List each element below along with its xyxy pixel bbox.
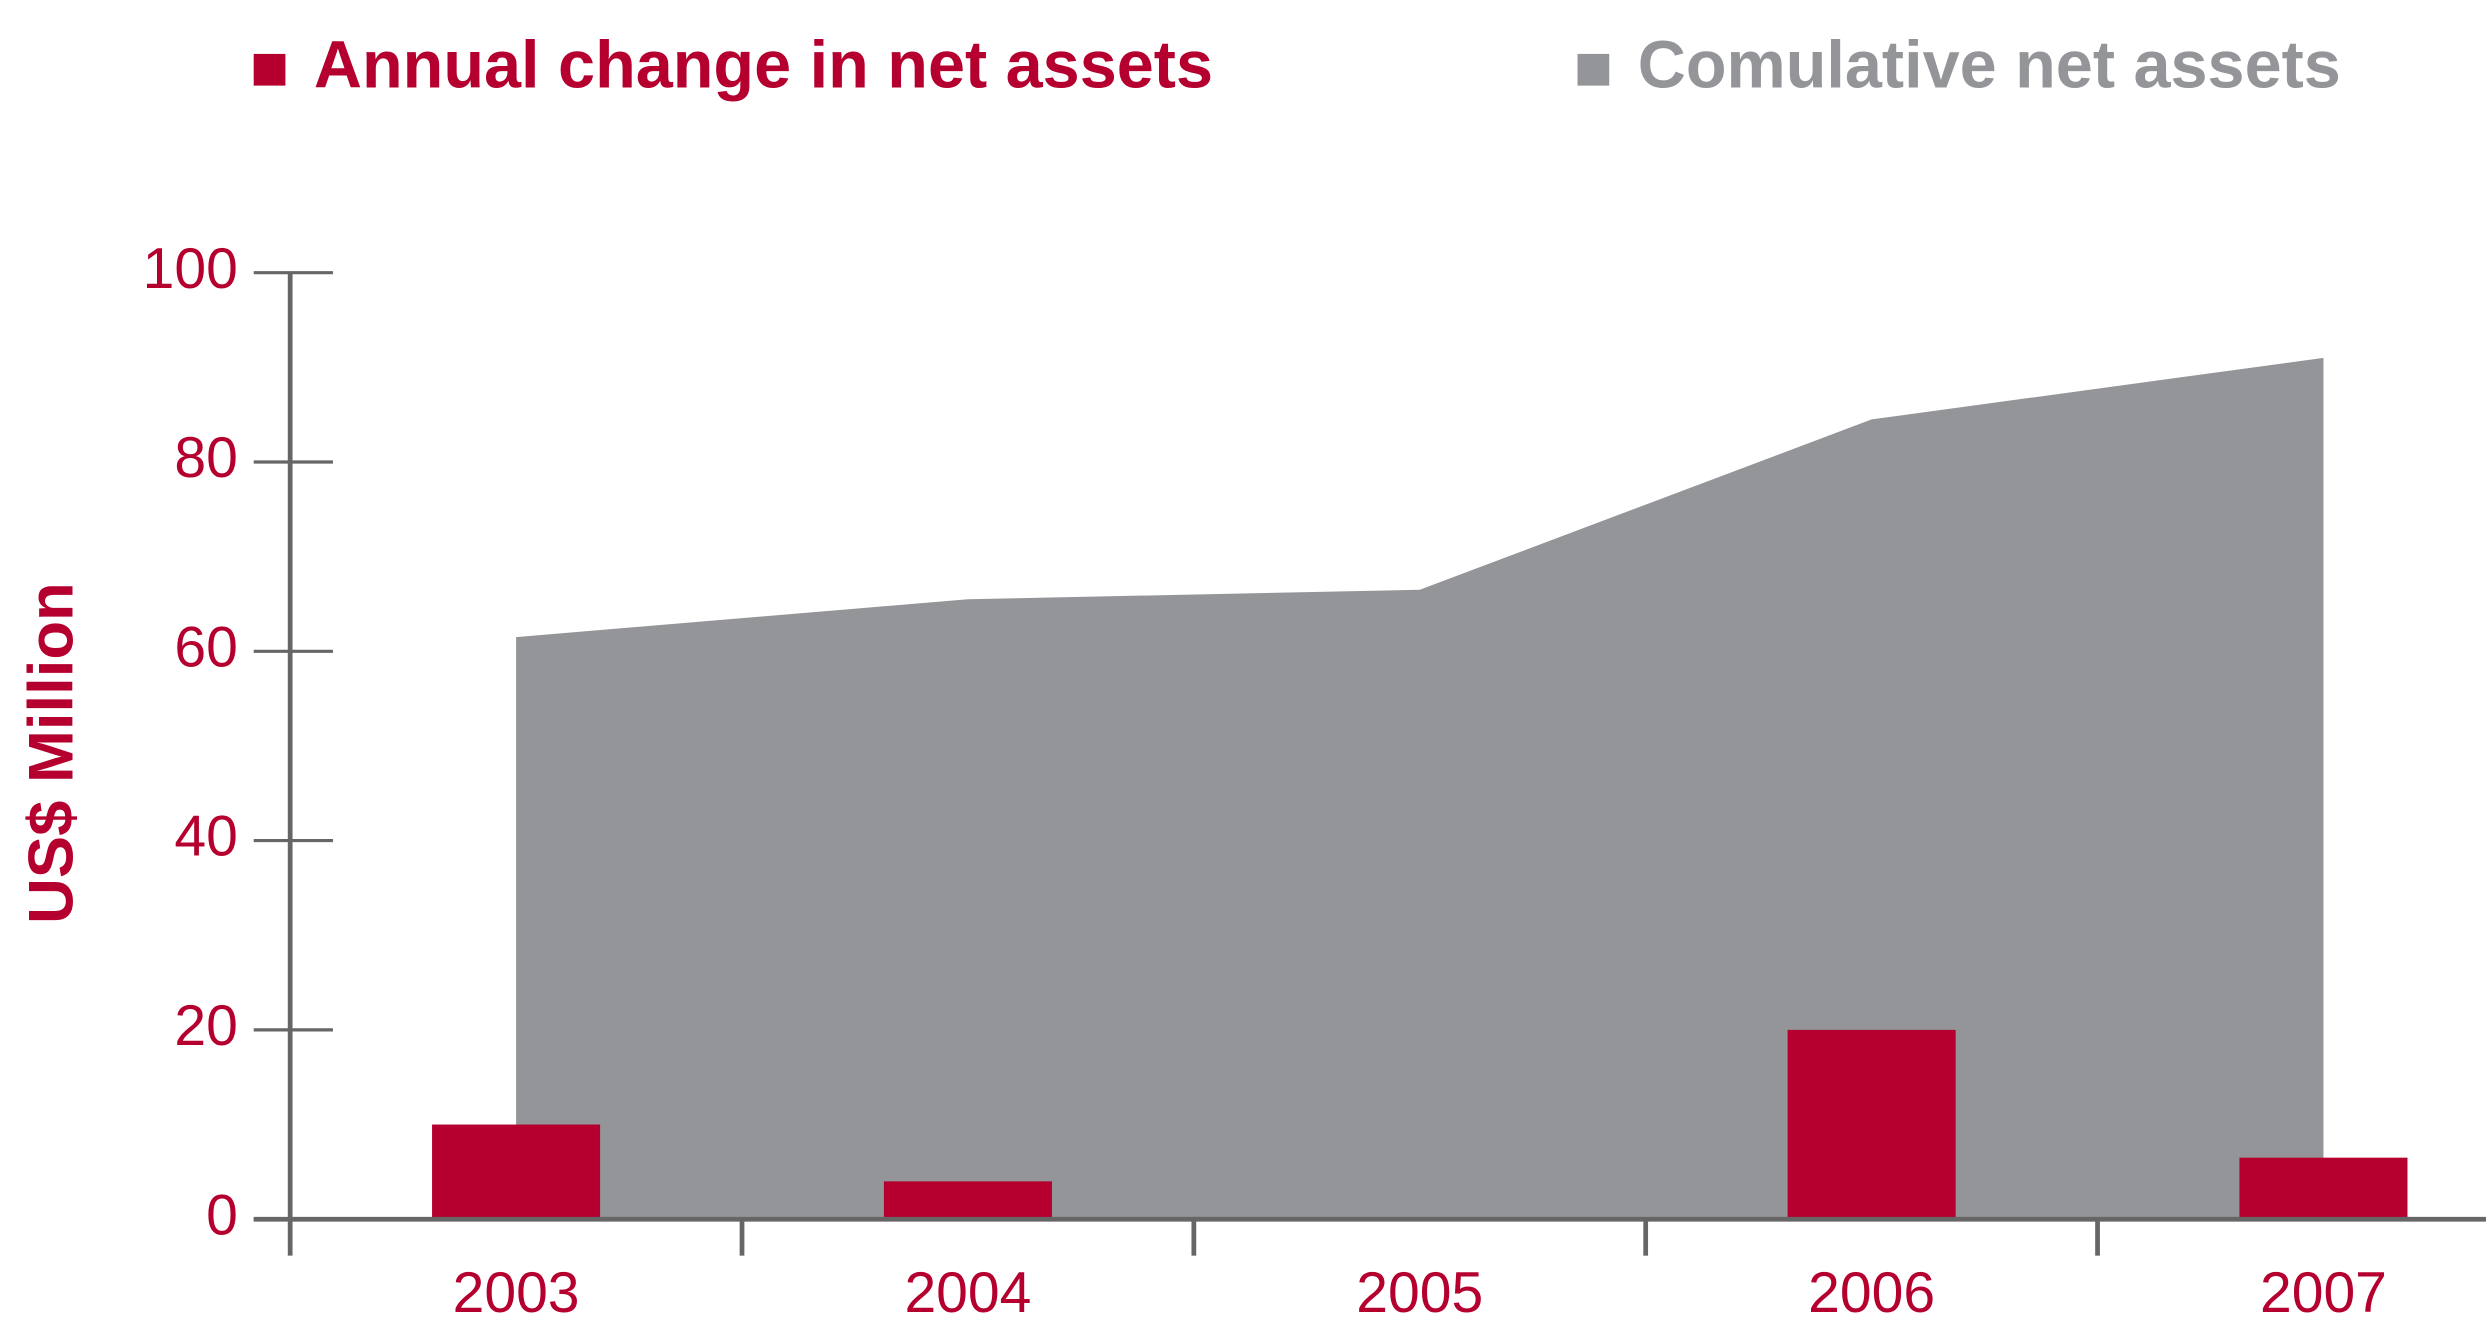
y-axis-label: US$ Million: [16, 582, 86, 924]
x-tick-label: 2003: [453, 1261, 580, 1325]
bar: [1787, 1029, 1956, 1220]
x-tick-label: 2006: [1808, 1261, 1935, 1325]
y-tick-label: 40: [174, 805, 237, 869]
legend-swatch: [253, 53, 286, 86]
y-tick-label: 100: [143, 237, 238, 301]
bar: [2239, 1157, 2408, 1220]
x-tick-label: 2007: [2260, 1261, 2387, 1325]
x-tick-label: 2005: [1356, 1261, 1483, 1325]
legend-swatch: [1577, 53, 1610, 86]
legend-label: Comulative net assets: [1638, 28, 2341, 102]
y-tick-label: 20: [174, 994, 237, 1058]
legend-label: Annual change in net assets: [314, 28, 1213, 102]
bar: [883, 1181, 1052, 1220]
x-tick-label: 2004: [904, 1261, 1031, 1325]
y-tick-label: 60: [174, 615, 237, 679]
bar: [432, 1124, 601, 1220]
area: [516, 357, 2324, 1220]
y-tick-label: 0: [206, 1183, 238, 1247]
y-tick-label: 80: [174, 426, 237, 490]
